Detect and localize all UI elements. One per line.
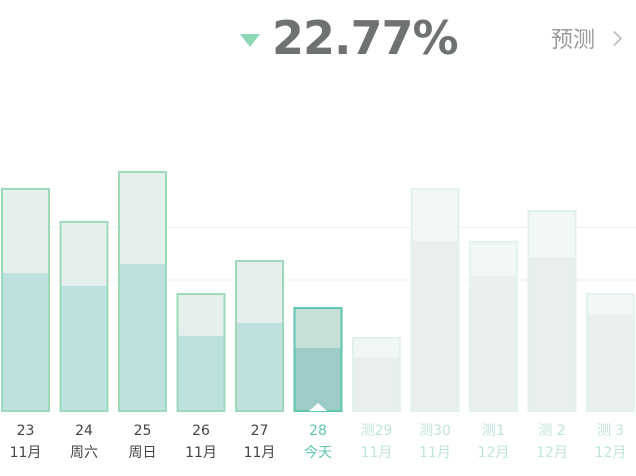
bar-8[interactable] — [469, 240, 518, 412]
bar-3[interactable] — [176, 293, 226, 413]
change-percent: 22.77% — [272, 11, 459, 65]
x-label-bottom: 11月 — [419, 445, 451, 461]
x-label-top: 27 — [250, 423, 269, 439]
bar-outline — [527, 210, 577, 412]
bar-1[interactable] — [59, 220, 109, 412]
x-label-top: 测 3 — [596, 423, 625, 439]
x-label-bottom: 11月 — [185, 445, 217, 461]
bar-7[interactable] — [410, 187, 460, 412]
bar-outline — [176, 293, 226, 413]
x-label-bottom: 11月 — [360, 445, 393, 461]
bar-inner — [118, 264, 167, 411]
bar-inner — [527, 257, 577, 411]
x-label-top: 测1 — [482, 423, 505, 439]
x-label-bottom: 周六 — [70, 445, 98, 461]
bar-outline — [586, 293, 635, 413]
bar-9[interactable] — [527, 210, 577, 412]
x-label-top: 26 — [192, 423, 210, 439]
bar-outline — [352, 337, 401, 412]
bar-inner — [235, 322, 284, 411]
x-label-top: 25 — [133, 423, 152, 439]
bar-inner — [469, 276, 518, 411]
x-label-top: 28 — [309, 423, 327, 439]
bar-inner — [586, 314, 635, 411]
bar-outline — [410, 187, 460, 412]
bar-inner — [176, 335, 226, 411]
forecast-label: 预测 — [550, 28, 595, 53]
x-label-bottom: 12月 — [536, 445, 568, 461]
bar-outline — [469, 240, 518, 412]
bar-6[interactable] — [352, 337, 401, 412]
bar-0[interactable] — [1, 187, 50, 412]
x-label-bottom: 12月 — [477, 445, 510, 461]
x-label-bottom: 今天 — [304, 445, 332, 461]
x-label-bottom: 11月 — [243, 445, 276, 461]
x-label-top: 24 — [75, 423, 93, 439]
triangle-down-icon — [240, 34, 260, 47]
today-pointer-icon — [309, 403, 327, 411]
bar-2[interactable] — [118, 170, 167, 412]
bar-outline — [59, 220, 109, 412]
x-label-top: 测30 — [419, 423, 451, 439]
bar-inner — [293, 348, 343, 411]
bar-inner — [410, 240, 460, 411]
bar-10[interactable] — [586, 293, 635, 413]
bar-inner — [59, 285, 109, 411]
forecast-link[interactable]: 预测 — [550, 20, 623, 56]
header: 22.77% 预测 — [0, 0, 636, 78]
bar-inner — [1, 273, 50, 411]
bar-4[interactable] — [235, 260, 284, 412]
x-label-top: 测29 — [360, 423, 393, 439]
bar-inner — [352, 357, 401, 411]
bar-outline — [235, 260, 284, 412]
x-label-top: 23 — [16, 423, 35, 439]
x-label-bottom: 周日 — [128, 445, 157, 461]
bar-outline — [1, 187, 50, 412]
bar-outline — [118, 170, 167, 412]
x-label-bottom: 11月 — [9, 445, 42, 461]
x-label-top: 测 2 — [538, 423, 566, 439]
bar-5[interactable] — [293, 307, 343, 412]
x-label-bottom: 12月 — [594, 445, 627, 461]
